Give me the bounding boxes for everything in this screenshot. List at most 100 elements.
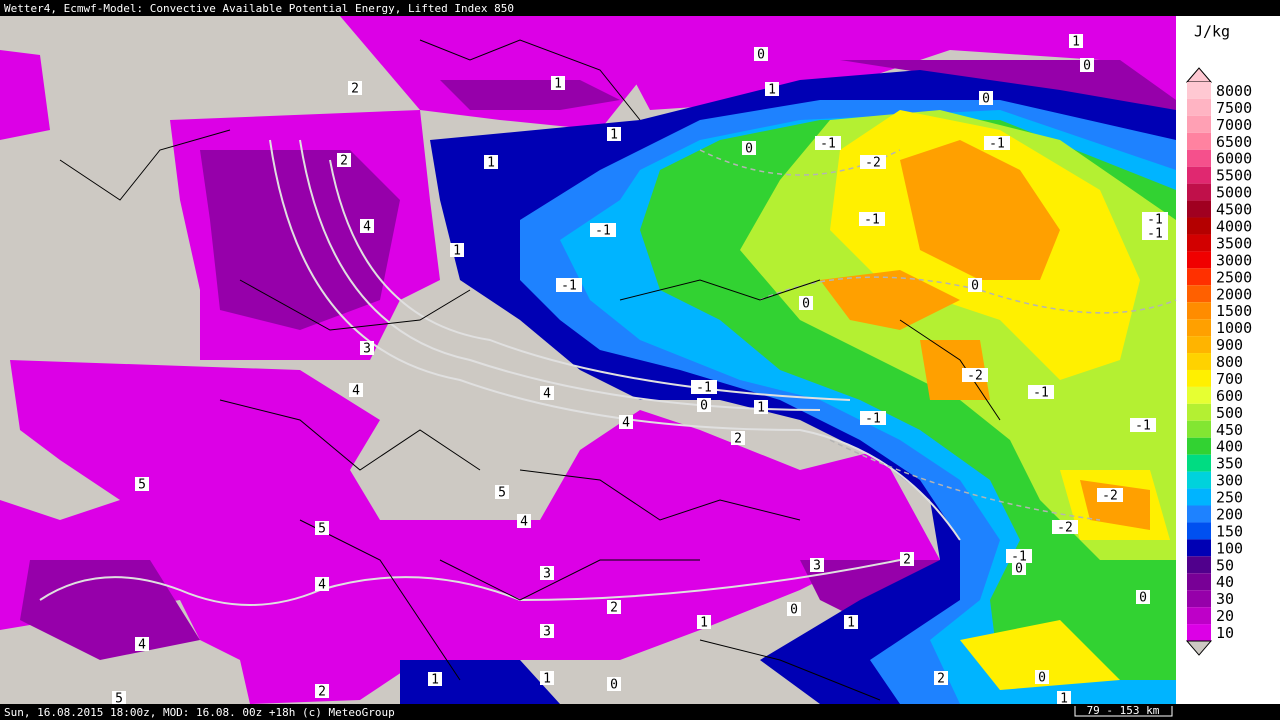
cape-700 [830, 110, 1170, 690]
legend-label: 2000 [1216, 285, 1252, 303]
legend-label: 20 [1216, 607, 1234, 625]
legend-label: 900 [1216, 336, 1243, 354]
legend-label: 30 [1216, 590, 1234, 608]
legend-label: 150 [1216, 522, 1243, 540]
legend-label: 600 [1216, 387, 1243, 405]
contour-label: 2 [937, 672, 945, 687]
legend-swatch [1187, 336, 1211, 354]
contour-label: 5 [498, 486, 506, 501]
contour-label: -1 [595, 224, 611, 239]
legend-label: 7000 [1216, 116, 1252, 134]
contour-line [39, 139, 961, 606]
contour-label-box [860, 411, 886, 425]
contour-label-box [607, 600, 621, 614]
contour-label: 0 [610, 678, 618, 693]
contour-label: 0 [757, 48, 765, 63]
contour-label-box [556, 278, 582, 292]
contour-label-box [934, 671, 948, 685]
contour-label: -1 [820, 137, 836, 152]
contour-label-box [619, 415, 633, 429]
legend-arrow-bottom [1185, 640, 1213, 656]
contour-label: 2 [351, 82, 359, 97]
legend-swatch [1187, 149, 1211, 167]
contour-label: 2 [903, 553, 911, 568]
contour-label: -1 [1147, 227, 1163, 242]
contour-label: 5 [318, 522, 326, 537]
contour-label: 4 [520, 515, 528, 530]
contour-label-box [860, 155, 886, 169]
legend-swatch [1187, 522, 1211, 540]
contour-label: 3 [543, 625, 551, 640]
contour-label-box [112, 691, 126, 705]
contour-label: 5 [138, 478, 146, 493]
header-bar [0, 0, 1280, 16]
contour-label-box [1069, 34, 1083, 48]
cape-30 [20, 60, 1176, 660]
contour-label: -1 [1033, 386, 1049, 401]
contour-label-box [1142, 212, 1168, 226]
contour-label: 2 [340, 154, 348, 169]
legend-label: 500 [1216, 404, 1243, 422]
legend-label: 8000 [1216, 82, 1252, 100]
contour-label: 0 [1083, 59, 1091, 74]
legend-swatch [1187, 285, 1211, 303]
legend-label: 3000 [1216, 251, 1252, 269]
legend-label: 7500 [1216, 99, 1252, 117]
legend-swatch [1187, 183, 1211, 201]
legend-swatch [1187, 420, 1211, 438]
contour-label-box [962, 368, 988, 382]
contour-label: 1 [554, 77, 562, 92]
scale-label: 79 - 153 km [1087, 704, 1160, 717]
legend-swatch [1187, 200, 1211, 218]
contour-label-box [1057, 691, 1071, 705]
contour-label: -2 [967, 369, 983, 384]
footer-bar [0, 704, 1280, 720]
legend-swatch [1187, 319, 1211, 337]
legend-swatch [1187, 353, 1211, 370]
contour-label-box [607, 127, 621, 141]
contour-label: 4 [138, 638, 146, 653]
footer-info: Sun, 16.08.2015 18:00z, MOD: 16.08. 00z … [4, 706, 395, 719]
legend-label: 3500 [1216, 234, 1252, 252]
contour-label-box [607, 677, 621, 691]
contour-label-box [984, 136, 1010, 150]
legend-label: 5000 [1216, 184, 1252, 202]
contour-label: 0 [1038, 671, 1046, 686]
contour-label: 1 [610, 128, 618, 143]
scale-bar [1074, 706, 1173, 717]
contour-label: -1 [989, 137, 1005, 152]
contour-label-box [900, 552, 914, 566]
contour-label: 3 [363, 342, 371, 357]
legend-label: 50 [1216, 556, 1234, 574]
legend-label: 250 [1216, 489, 1243, 507]
header-title: Wetter4, Ecmwf-Model: Convective Availab… [4, 2, 514, 15]
contour-label-box [450, 243, 464, 257]
legend-swatch [1187, 115, 1211, 133]
legend-label: 6000 [1216, 150, 1252, 168]
contour-label: 4 [543, 387, 551, 402]
contour-label-box [495, 485, 509, 499]
contour-label: -1 [864, 213, 880, 228]
legend-swatch [1187, 132, 1211, 150]
contour-label-box [979, 91, 993, 105]
contour-label-box [810, 558, 824, 572]
contour-label: -1 [1147, 213, 1163, 228]
legend-label: 1000 [1216, 319, 1252, 337]
contour-label-box [697, 398, 711, 412]
contour-label: 1 [1072, 35, 1080, 50]
contour-label-box [815, 136, 841, 150]
contour-label: -2 [865, 156, 881, 171]
contour-label: 0 [790, 603, 798, 618]
legend-swatch [1187, 505, 1211, 523]
contour-label: -2 [1057, 521, 1073, 536]
contour-label: 1 [543, 672, 551, 687]
contour-label: 0 [700, 399, 708, 414]
contour-label: 4 [318, 578, 326, 593]
legend-swatch [1187, 369, 1211, 387]
contour-label-box [517, 514, 531, 528]
contour-label-box [540, 671, 554, 685]
contour-label: -2 [1102, 489, 1118, 504]
contour-label-box [859, 212, 885, 226]
